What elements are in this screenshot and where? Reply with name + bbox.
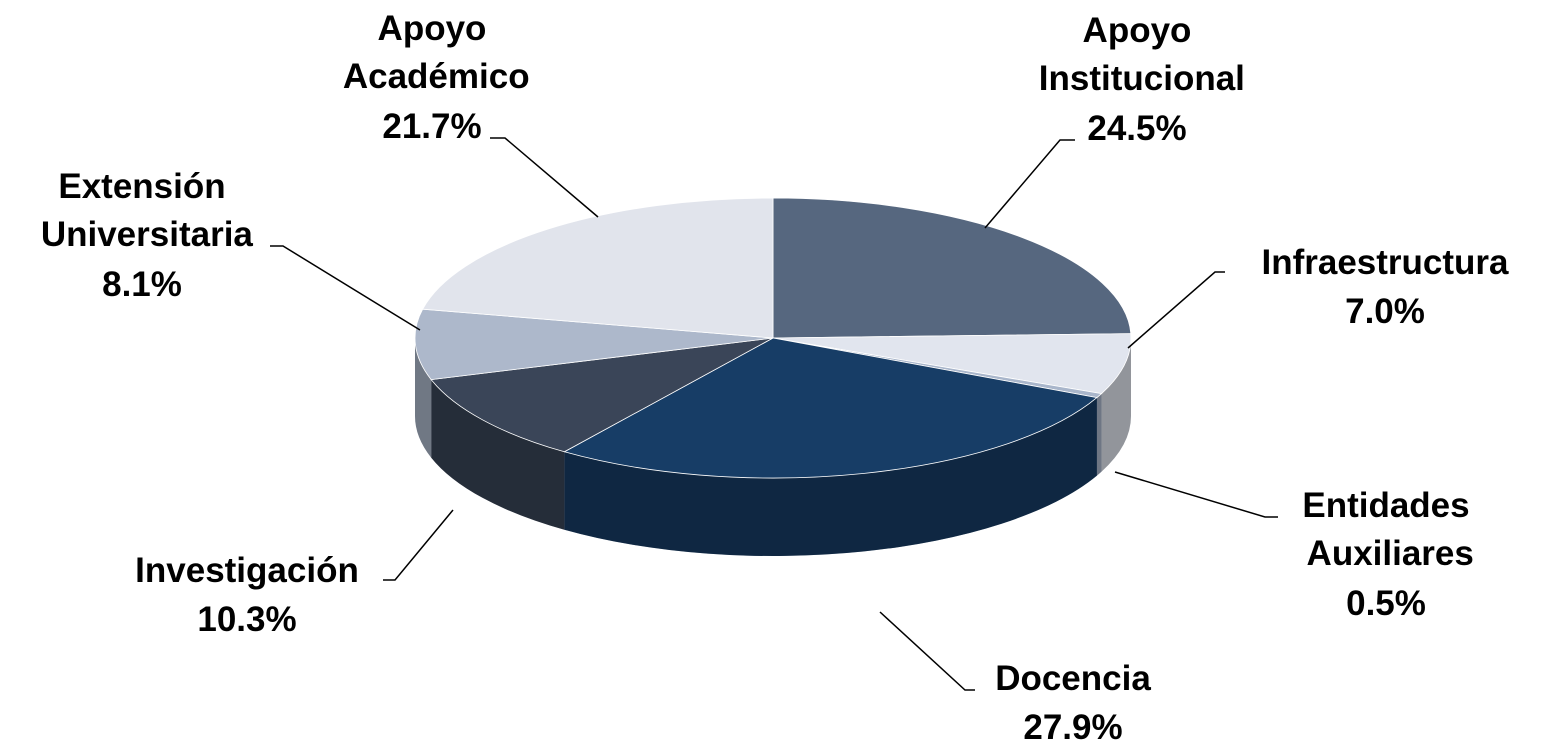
leader-line xyxy=(1127,271,1225,349)
label-line: Institucional xyxy=(1029,59,1245,98)
slice-label: Docencia xyxy=(995,659,1151,698)
leader-line xyxy=(984,139,1075,229)
value-label: 21.7% xyxy=(382,107,481,146)
slice xyxy=(772,333,1132,395)
value-label: 8.1% xyxy=(102,265,182,304)
value-label: 10.3% xyxy=(197,600,296,639)
label-line: Extensión xyxy=(58,167,225,206)
leader-line xyxy=(270,245,421,331)
label-line: Infraestructura xyxy=(1261,243,1509,282)
slice-label: Extensión Universitaria xyxy=(31,167,253,254)
label-line: Apoyo xyxy=(378,9,487,48)
leader-line xyxy=(383,509,454,581)
label-line: Entidades xyxy=(1302,486,1469,525)
slice-label: Apoyo Académico xyxy=(334,9,529,96)
value-label: 24.5% xyxy=(1087,109,1186,148)
leader-line xyxy=(1114,471,1278,518)
slice-label: Entidades Auxiliares xyxy=(1298,486,1474,573)
slice-label: Infraestructura xyxy=(1261,243,1509,282)
label-line: Académico xyxy=(334,57,529,96)
slice-side-shade xyxy=(415,338,432,458)
leader-line xyxy=(490,137,599,218)
value-label: 27.9% xyxy=(1023,708,1122,744)
slice-side-shade xyxy=(1096,393,1102,476)
label-line: Apoyo xyxy=(1083,11,1192,50)
slice-label: Apoyo Institucional xyxy=(1029,11,1245,98)
label-line: Docencia xyxy=(995,659,1151,698)
slice xyxy=(430,337,774,453)
slice-side xyxy=(1101,338,1131,472)
leader-line xyxy=(879,611,975,691)
label-line: Universitaria xyxy=(31,215,253,254)
slice-side-shade xyxy=(1101,338,1131,472)
slice-side xyxy=(431,379,565,530)
slice xyxy=(772,197,1132,339)
slice xyxy=(563,337,1098,479)
slice-side-shade xyxy=(564,397,1097,557)
slice-side xyxy=(415,338,432,458)
slice-side xyxy=(564,397,1097,557)
label-line: Investigación xyxy=(135,551,359,590)
slice xyxy=(422,197,774,339)
slice-label: Investigación xyxy=(135,551,359,590)
value-label: 7.0% xyxy=(1345,292,1425,331)
value-label: 0.5% xyxy=(1346,584,1426,623)
slice-side xyxy=(1096,393,1102,476)
slice xyxy=(414,308,774,381)
slice-side-shade xyxy=(431,379,565,530)
label-line: Auxiliares xyxy=(1298,534,1474,573)
